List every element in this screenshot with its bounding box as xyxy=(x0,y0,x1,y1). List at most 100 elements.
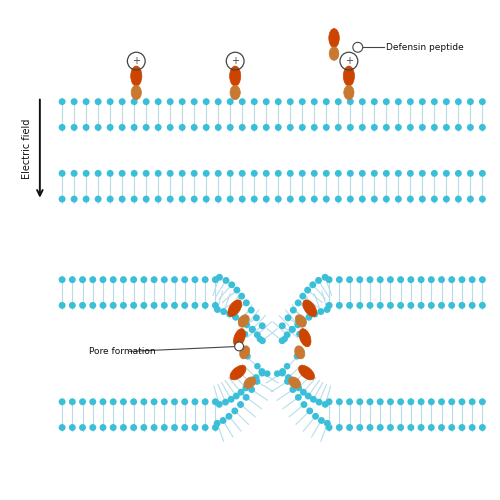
Circle shape xyxy=(458,276,466,283)
Circle shape xyxy=(70,98,78,105)
Circle shape xyxy=(227,170,234,177)
Circle shape xyxy=(106,124,114,131)
Circle shape xyxy=(397,424,404,431)
Circle shape xyxy=(154,124,162,131)
Circle shape xyxy=(228,396,234,403)
Circle shape xyxy=(253,314,260,322)
Circle shape xyxy=(395,98,402,105)
Circle shape xyxy=(397,398,404,406)
Circle shape xyxy=(239,98,246,105)
Circle shape xyxy=(294,300,302,306)
Circle shape xyxy=(467,98,474,105)
Circle shape xyxy=(310,282,316,288)
Circle shape xyxy=(290,306,296,314)
Circle shape xyxy=(110,398,116,406)
Circle shape xyxy=(154,170,162,177)
Circle shape xyxy=(154,196,162,202)
Circle shape xyxy=(222,277,230,284)
Circle shape xyxy=(58,124,66,131)
Circle shape xyxy=(284,314,292,322)
Circle shape xyxy=(58,276,66,283)
Circle shape xyxy=(431,124,438,131)
Circle shape xyxy=(171,302,178,309)
Circle shape xyxy=(190,124,198,131)
Circle shape xyxy=(58,98,66,105)
Circle shape xyxy=(171,424,178,431)
Circle shape xyxy=(407,196,414,202)
Circle shape xyxy=(275,98,281,105)
Circle shape xyxy=(299,124,306,131)
Circle shape xyxy=(130,276,137,283)
Circle shape xyxy=(395,170,402,177)
Circle shape xyxy=(232,314,239,320)
Circle shape xyxy=(306,408,313,414)
Circle shape xyxy=(353,42,362,52)
Circle shape xyxy=(335,170,342,177)
Circle shape xyxy=(383,170,390,177)
Circle shape xyxy=(359,124,366,131)
Circle shape xyxy=(140,398,147,406)
Circle shape xyxy=(212,276,219,283)
Text: Defensin peptide: Defensin peptide xyxy=(386,43,464,52)
Circle shape xyxy=(326,302,332,309)
Circle shape xyxy=(215,124,222,131)
Circle shape xyxy=(407,124,414,131)
Circle shape xyxy=(322,274,328,280)
Circle shape xyxy=(285,374,292,381)
Circle shape xyxy=(376,276,384,283)
Circle shape xyxy=(161,276,168,283)
Circle shape xyxy=(251,196,258,202)
Circle shape xyxy=(239,124,246,131)
Circle shape xyxy=(254,378,260,385)
Circle shape xyxy=(110,424,116,431)
Circle shape xyxy=(190,98,198,105)
Ellipse shape xyxy=(131,86,141,100)
Circle shape xyxy=(428,276,435,283)
Circle shape xyxy=(202,398,208,406)
Circle shape xyxy=(79,276,86,283)
Circle shape xyxy=(431,98,438,105)
Circle shape xyxy=(419,124,426,131)
Circle shape xyxy=(346,398,353,406)
Circle shape xyxy=(226,310,233,318)
Ellipse shape xyxy=(234,328,245,347)
Circle shape xyxy=(192,302,198,309)
Circle shape xyxy=(356,424,363,431)
Ellipse shape xyxy=(295,315,306,327)
Circle shape xyxy=(443,98,450,105)
Circle shape xyxy=(395,196,402,202)
Circle shape xyxy=(290,380,297,386)
Circle shape xyxy=(438,276,445,283)
Circle shape xyxy=(443,170,450,177)
Circle shape xyxy=(212,302,219,309)
Circle shape xyxy=(259,338,266,344)
Circle shape xyxy=(216,401,222,408)
Circle shape xyxy=(479,170,486,177)
Circle shape xyxy=(311,170,318,177)
Circle shape xyxy=(323,98,330,105)
Circle shape xyxy=(237,401,244,408)
Circle shape xyxy=(70,196,78,202)
Circle shape xyxy=(58,398,66,406)
Circle shape xyxy=(263,98,270,105)
Circle shape xyxy=(90,398,96,406)
Ellipse shape xyxy=(238,315,250,327)
Circle shape xyxy=(299,196,306,202)
Circle shape xyxy=(244,353,251,360)
Circle shape xyxy=(100,424,106,431)
Circle shape xyxy=(326,398,332,406)
Circle shape xyxy=(202,302,208,309)
Circle shape xyxy=(371,170,378,177)
Circle shape xyxy=(212,424,219,431)
Circle shape xyxy=(407,170,414,177)
Circle shape xyxy=(408,424,414,431)
Circle shape xyxy=(90,276,96,283)
Circle shape xyxy=(118,98,126,105)
Circle shape xyxy=(323,124,330,131)
Circle shape xyxy=(387,398,394,406)
Circle shape xyxy=(294,353,300,360)
Ellipse shape xyxy=(230,66,240,86)
Circle shape xyxy=(383,196,390,202)
Circle shape xyxy=(290,386,296,393)
Circle shape xyxy=(202,276,208,283)
